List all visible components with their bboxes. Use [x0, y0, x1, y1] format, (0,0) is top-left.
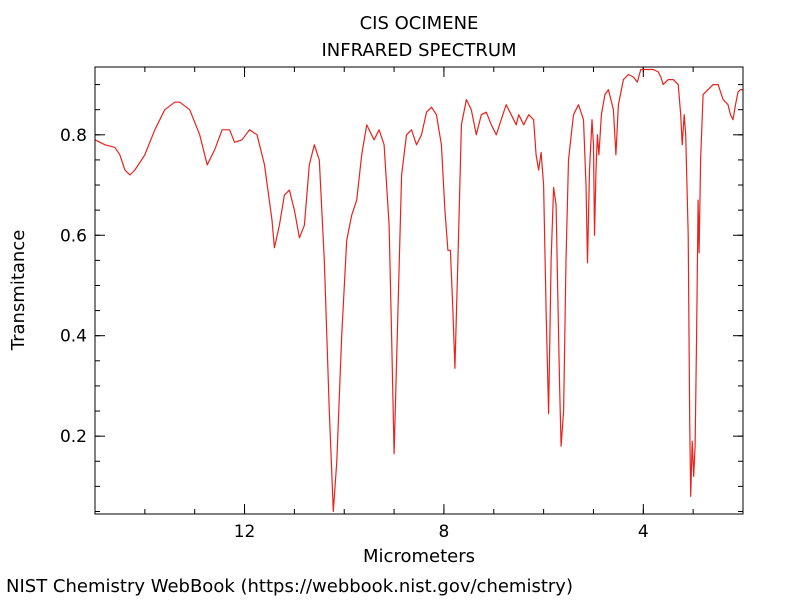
y-tick-label: 0.6	[60, 226, 87, 246]
x-axis-ticks: 12 8 4	[94, 67, 744, 542]
y-tick-label: 0.2	[60, 427, 87, 447]
x-tick-label: 8	[439, 522, 450, 542]
y-axis-ticks: 0.2 0.4 0.6 0.8	[60, 84, 743, 512]
chart-title: CIS OCIMENE	[360, 13, 479, 34]
x-tick-label: 4	[638, 522, 649, 542]
y-tick-label: 0.4	[60, 327, 87, 347]
spectrum-line	[95, 68, 743, 513]
source-credit: NIST Chemistry WebBook (https://webbook.…	[6, 576, 573, 597]
x-axis-label: Micrometers	[363, 546, 475, 567]
y-tick-label: 0.8	[60, 126, 87, 146]
y-axis-label: Transmitance	[8, 230, 29, 352]
chart-subtitle: INFRARED SPECTRUM	[321, 40, 516, 61]
series-layer	[95, 68, 743, 513]
plot-frame	[94, 66, 744, 515]
x-tick-label: 12	[234, 522, 256, 542]
